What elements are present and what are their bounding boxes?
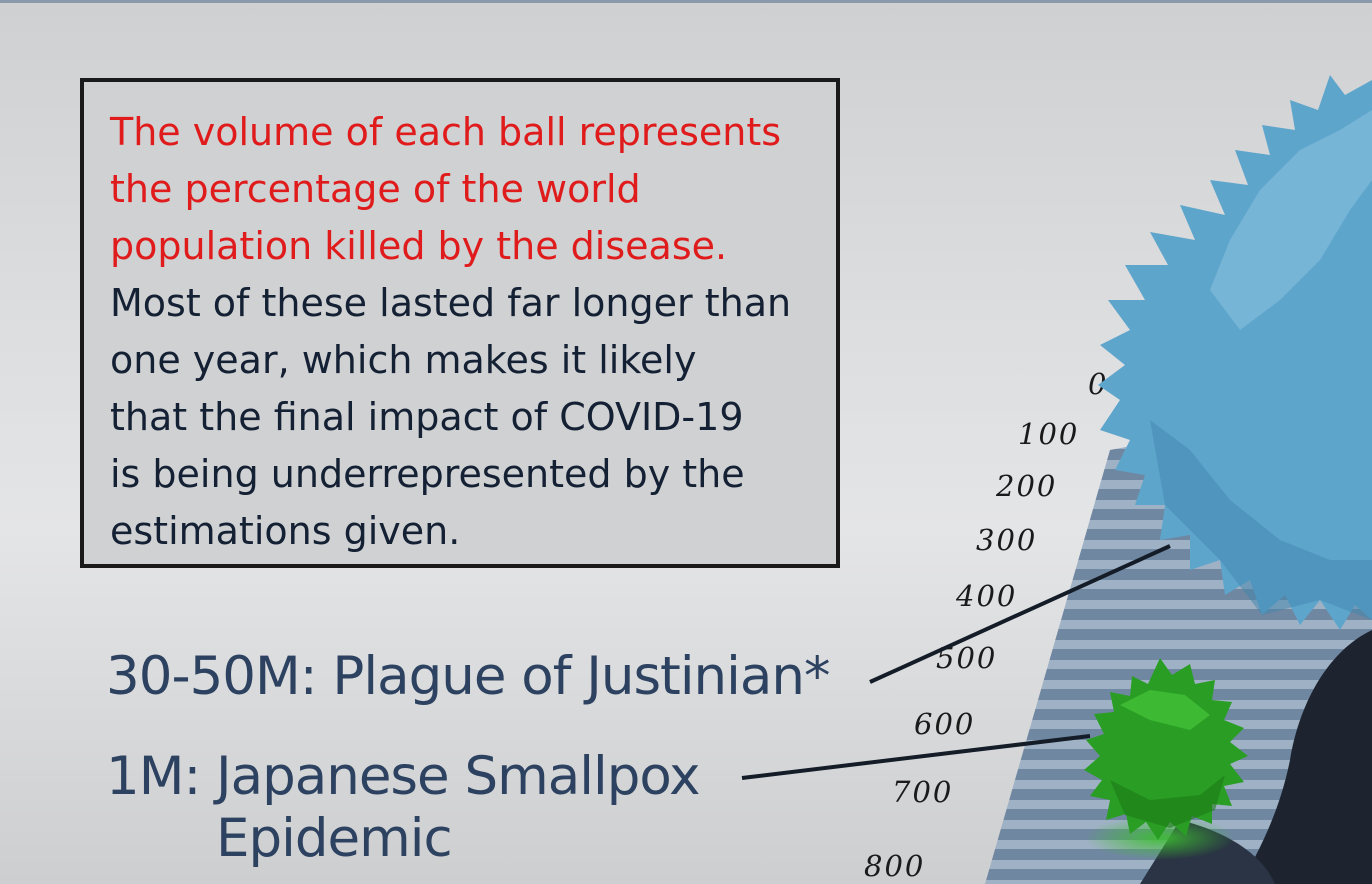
body-line-4: is being underrepresented by the: [110, 452, 745, 496]
body-line-2: one year, which makes it likely: [110, 338, 697, 382]
highlight-line-2: the percentage of the world: [110, 167, 641, 211]
tick-0: 0: [1088, 367, 1108, 401]
tick-300: 300: [976, 523, 1037, 557]
smallpox-label-line1: Japanese Smallpox: [216, 746, 700, 807]
tick-600: 600: [914, 707, 975, 741]
smallpox-label-prefix: 1M:: [106, 746, 201, 807]
justinian-ball: [1098, 75, 1372, 630]
top-rule: [0, 0, 1372, 3]
justinian-label: 30-50M: Plague of Justinian*: [106, 646, 830, 707]
highlight-line-3: population killed by the disease.: [110, 224, 728, 268]
body-line-5: estimations given.: [110, 509, 461, 553]
smallpox-glow: [1085, 816, 1235, 860]
highlight-line-1: The volume of each ball represents: [110, 110, 782, 154]
tick-100: 100: [1018, 417, 1079, 451]
tick-labels: 0 100 200 300 400 500 600 700 800: [864, 367, 1108, 883]
body-line-1: Most of these lasted far longer than: [110, 281, 792, 325]
shadow-blob: [1240, 630, 1372, 884]
justinian-leader-line: [869, 544, 1171, 684]
smallpox-ball: [1084, 658, 1248, 840]
smallpox-leader-line: [741, 734, 1091, 780]
tick-800: 800: [864, 849, 925, 883]
smallpox-label-line2: Epidemic: [216, 808, 453, 869]
tick-400: 400: [955, 579, 1017, 613]
info-box: The volume of each ball represents the p…: [80, 78, 840, 568]
body-line-3: that the final impact of COVID-19: [110, 395, 744, 439]
tick-700: 700: [892, 775, 953, 809]
tick-200: 200: [995, 469, 1057, 503]
